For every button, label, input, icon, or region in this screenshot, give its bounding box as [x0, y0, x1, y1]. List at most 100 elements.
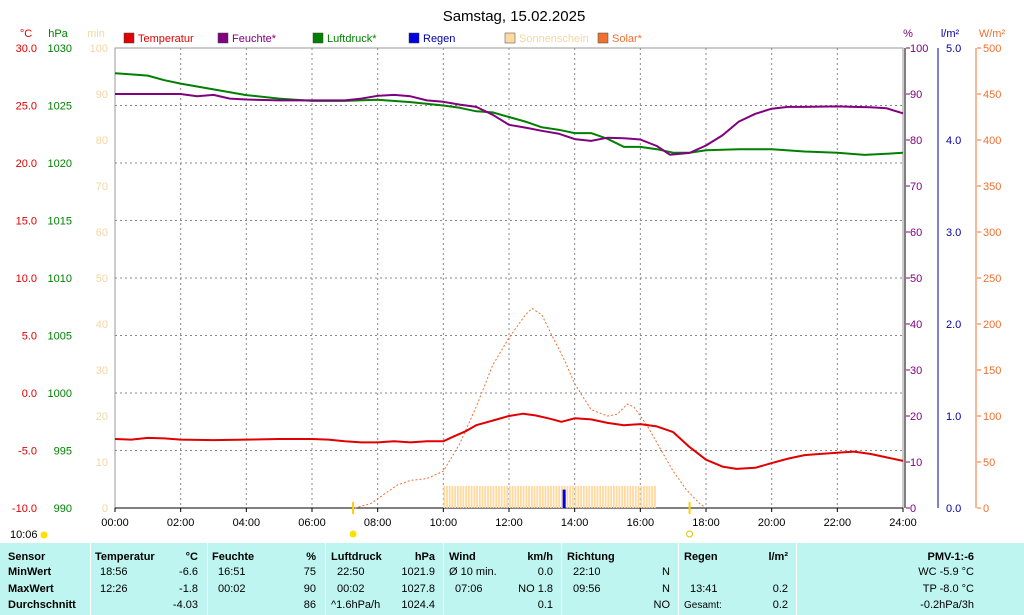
sunshine-bar: [558, 485, 561, 508]
sunshine-bar: [560, 485, 563, 508]
legend-label: Regen: [423, 33, 455, 45]
sunshine-bar: [566, 485, 569, 508]
time-tick-label: 06:00: [298, 517, 326, 529]
rain-tick-label: 0.0: [946, 503, 961, 515]
temperature-max-time: 12:26: [100, 583, 128, 595]
sunshine-tick-label: 10: [96, 457, 108, 469]
sunshine-bar: [588, 485, 591, 508]
pressure-tick-label: 1015: [48, 216, 72, 228]
solar-tick-label: 200: [983, 319, 1001, 331]
sunshine-bar: [506, 485, 509, 508]
sunshine-bar: [654, 485, 656, 508]
rain-max-time: 13:41: [690, 583, 718, 595]
pressure-max-time: 00:02: [337, 583, 365, 595]
sunshine-tick-label: 60: [96, 227, 108, 239]
column-separator: [796, 543, 797, 615]
sunshine-tick-label: 80: [96, 135, 108, 147]
series-line-temperatur: [114, 412, 904, 470]
wind-max-value: NO 1.8: [518, 583, 553, 595]
temperature-max-value: -1.8: [179, 583, 198, 595]
sunshine-bar: [604, 485, 607, 508]
solar-tick-label: 150: [983, 365, 1001, 377]
time-tick-label: 10:00: [430, 517, 458, 529]
humidity-header: Feuchte: [212, 551, 255, 563]
column-separator: [678, 543, 679, 615]
pressure-trend: ^1.6hPa/h: [331, 599, 381, 611]
pressure-unit-label: hPa: [48, 28, 68, 40]
sunshine-bar: [476, 485, 478, 508]
sunshine-bar: [637, 485, 640, 508]
pressure-tick-label: 1000: [48, 388, 72, 400]
solar-tick-label: 400: [983, 135, 1001, 147]
pmv-header: PMV-1:-6: [927, 551, 974, 563]
sun-markers: [349, 502, 694, 538]
sunshine-bar: [492, 485, 495, 508]
sunshine-bar: [503, 485, 506, 508]
rain-bar: [562, 489, 566, 508]
legend-label: Sonnenschein: [519, 33, 589, 45]
sunshine-bar: [487, 485, 489, 508]
legend: Temperatur Feuchte* Luftdruck* Regen Sonnens…: [123, 32, 643, 45]
humidity-max-time: 00:02: [218, 583, 246, 595]
temp-tick-label: 15.0: [16, 216, 37, 228]
rain-max-value: 0.2: [772, 583, 788, 595]
temp-tick-label: -10.0: [12, 503, 37, 515]
sunshine-bar: [544, 485, 547, 508]
rain-bars: [562, 489, 566, 508]
sunshine-tick-label: 30: [96, 365, 108, 377]
rain-tick-label: 3.0: [946, 227, 961, 239]
sunshine-bar: [629, 485, 632, 508]
humidity-tick-label: 40: [910, 319, 922, 331]
sunshine-bar: [580, 485, 582, 508]
solar-tick-label: 350: [983, 181, 1001, 193]
dewpoint-value: TP -8.0 °C: [922, 583, 974, 595]
series-line-feuchte: [115, 93, 904, 156]
pressure-tick-label: 1025: [48, 101, 72, 113]
sunshine-bar: [569, 485, 571, 508]
legend-swatch: [408, 32, 420, 44]
chart-title: Samstag, 15.02.2025: [443, 8, 586, 25]
windchill-value: WC -5.9 °C: [918, 566, 974, 578]
temp-tick-label: 10.0: [16, 273, 37, 285]
pressure-tick-label: 1030: [48, 43, 72, 55]
sunshine-bar: [481, 485, 484, 508]
solar-tick-label: 250: [983, 273, 1001, 285]
rain-total-label: Gesamt:: [684, 600, 722, 611]
time-tick-label: 14:00: [561, 517, 589, 529]
sunshine-bar: [511, 485, 514, 508]
time-marker-label: 10:06: [10, 529, 38, 541]
sunshine-bar: [574, 485, 577, 508]
sunshine-bar: [550, 485, 552, 508]
time-tick-label: 20:00: [758, 517, 786, 529]
rain-unit: l/m²: [768, 551, 788, 563]
sunshine-bar: [640, 485, 643, 508]
sunshine-bar: [522, 485, 525, 508]
sunshine-bar: [495, 485, 498, 508]
pressure-min-value: 1021.9: [401, 566, 435, 578]
sunshine-bar: [484, 485, 487, 508]
sunshine-bar: [582, 485, 585, 508]
time-tick-label: 16:00: [627, 517, 655, 529]
pressure-tick-label: 990: [54, 503, 72, 515]
sunshine-bar: [528, 485, 530, 508]
humidity-tick-label: 70: [910, 181, 922, 193]
humidity-tick-label: 100: [910, 43, 928, 55]
sunshine-bar: [651, 485, 654, 508]
sunrise-dot: [349, 530, 357, 538]
series-lines: [114, 72, 904, 509]
sunshine-bar: [621, 485, 623, 508]
pressure-tick-label: 1005: [48, 331, 72, 343]
temp-unit-label: °C: [20, 28, 32, 40]
pressure-trend-value: -0.2hPa/3h: [920, 599, 974, 611]
sunshine-bar: [514, 485, 517, 508]
time-tick-label: 22:00: [824, 517, 852, 529]
direction-header: Richtung: [567, 551, 615, 563]
rain-header: Regen: [684, 551, 718, 563]
time-tick-label: 24:00: [889, 517, 917, 529]
humidity-min-value: 75: [303, 566, 316, 578]
series-line-solar: [354, 307, 707, 509]
sunset-dot: [686, 530, 694, 538]
sunshine-tick-label: 90: [96, 89, 108, 101]
sunshine-bar: [634, 485, 637, 508]
sunshine-bar: [591, 485, 593, 508]
